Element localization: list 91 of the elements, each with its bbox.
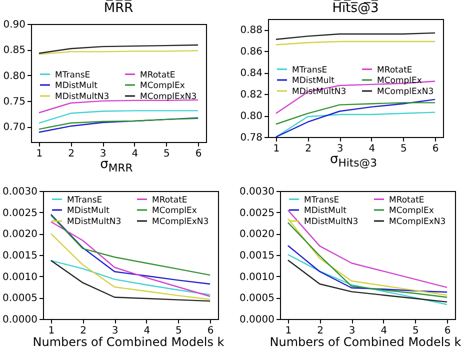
legend-label: MDistMult	[67, 206, 110, 216]
line-series	[50, 260, 211, 296]
x-tick-label: 6	[432, 144, 439, 154]
line-series	[50, 233, 211, 300]
x-tick-label: 4	[368, 144, 376, 154]
legend-label: MTransE	[55, 70, 90, 80]
x-tick-label: 3	[336, 144, 344, 154]
y-tick-label: 0.75	[3, 96, 26, 108]
x-tick-label: 4	[380, 326, 388, 336]
legend-label: MDistMultN3	[67, 217, 122, 227]
y-tick-label: 0.0015	[2, 250, 38, 262]
line-series	[38, 118, 199, 130]
x-tick-label: 6	[207, 326, 214, 336]
y-tick-label: 0.0030	[2, 186, 38, 198]
legend-label: MTransE	[67, 195, 102, 206]
x-tick-label: 1	[48, 326, 55, 336]
x-tick-label: 6	[444, 326, 451, 336]
legend-label: MComplExN3	[377, 87, 434, 97]
x-tick-label: 4	[132, 148, 138, 160]
legend-label: MComplExN3	[389, 217, 446, 227]
x-tick-label: 3	[112, 326, 118, 336]
x-tick-label: 5	[176, 326, 182, 336]
y-tick-label: 0.0025	[240, 208, 274, 219]
x-tick-label: 1	[285, 326, 292, 336]
line-series	[275, 112, 436, 138]
line-series	[287, 254, 448, 306]
legend-label: MDistMult	[55, 81, 98, 91]
legend-label: MDistMultN3	[55, 92, 110, 102]
x-tick-label: 6	[195, 148, 202, 160]
legend-label: MRotatE	[377, 65, 412, 76]
y-tick-label: 0.0015	[240, 250, 274, 262]
y-tick-label: 0.0025	[2, 208, 38, 219]
legend-label: MComplExN3	[140, 92, 197, 102]
x-tick-label: 5	[400, 144, 407, 154]
y-tick-label: 0.80	[240, 111, 262, 122]
y-tick-label: 0.0020	[240, 229, 274, 240]
x-tick-label: 2	[305, 144, 312, 154]
y-tick-label: 0.0000	[2, 314, 38, 326]
x-axis-title: σ$_{Hits@3}$	[330, 152, 378, 170]
x-tick-label: 1	[36, 148, 43, 160]
x-tick-label: 5	[164, 148, 170, 160]
line-series	[38, 99, 199, 114]
x-tick-label: 5	[412, 326, 419, 336]
y-tick-label: 0.88	[240, 25, 262, 36]
x-tick-label: 2	[317, 326, 324, 336]
y-tick-label: 0.0005	[2, 293, 38, 304]
line-series	[287, 260, 448, 303]
legend-label: MRotatE	[140, 70, 176, 80]
legend-label: MComplExN3	[152, 217, 209, 227]
x-tick-label: 4	[144, 326, 150, 336]
legend-label: MDistMult	[292, 76, 336, 86]
y-tick-label: 0.84	[240, 68, 262, 80]
x-axis-title: Numbers of Combined Models k	[32, 335, 224, 350]
legend-label: MDistMult	[304, 206, 348, 216]
y-tick-label: 0.0005	[240, 293, 274, 304]
legend-label: MComplEx	[152, 206, 197, 216]
y-tick-label: 0.86	[240, 46, 262, 58]
x-axis-title: Numbers of Combined Models k	[270, 335, 462, 350]
legend-label: MDistMultN3	[304, 217, 358, 227]
legend-label: MRotatE	[152, 195, 188, 206]
x-axis-title: σ$_{MRR}$	[100, 157, 133, 175]
y-tick-label: 0.80	[3, 70, 26, 82]
legend-label: MComplEx	[140, 81, 185, 91]
legend-label: MRotatE	[389, 195, 424, 206]
y-tick-label: 0.85	[3, 45, 26, 56]
y-tick-label: 0.0010	[240, 272, 274, 283]
x-tick-label: 3	[100, 148, 106, 160]
y-tick-label: 0.0010	[2, 272, 38, 283]
y-tick-label: 0.0020	[2, 229, 38, 240]
line-series	[275, 32, 436, 40]
y-tick-label: 0.0000	[240, 314, 274, 326]
x-tick-label: 1	[273, 144, 280, 154]
y-tick-label: 0.0030	[240, 186, 274, 198]
chart-title: M̅R̅R̅	[104, 0, 134, 16]
x-tick-label: 2	[68, 148, 74, 160]
line-series	[38, 110, 199, 124]
y-tick-label: 0.70	[3, 122, 26, 134]
x-tick-label: 2	[80, 326, 86, 336]
legend-label: MTransE	[304, 195, 340, 206]
line-series	[50, 260, 211, 302]
y-tick-label: 0.90	[3, 20, 26, 30]
line-series	[287, 245, 448, 293]
line-series	[38, 44, 199, 54]
x-tick-label: 3	[348, 326, 356, 336]
legend-label: MComplEx	[389, 206, 434, 216]
line-series	[275, 98, 436, 138]
chart-title: H̅i̅t̅s̅@̅3̅	[332, 0, 379, 16]
line-series	[275, 102, 436, 125]
legend-label: MTransE	[292, 65, 328, 76]
y-tick-label: 0.78	[240, 132, 262, 144]
y-tick-label: 0.82	[240, 90, 262, 101]
